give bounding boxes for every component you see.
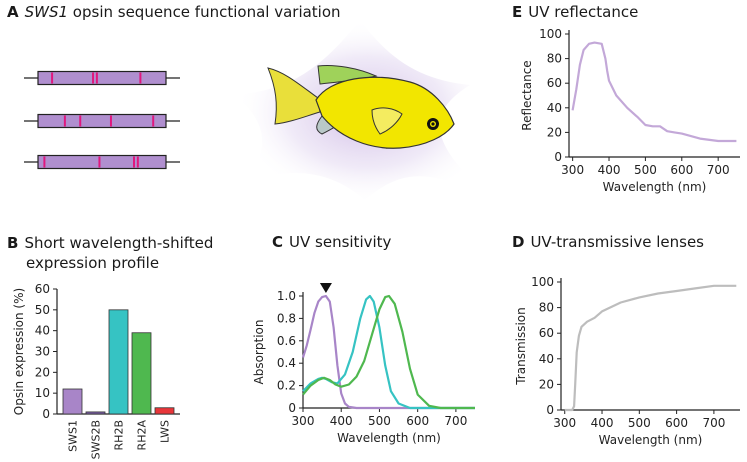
b-bar-sws2b — [85, 411, 106, 415]
c-ytick-label-0.2: 0.2 — [277, 379, 296, 393]
fish-tail — [267, 67, 321, 125]
seq-1-bar — [37, 70, 167, 86]
panel-b-title-line1: Short wavelength-shifted — [24, 234, 214, 252]
e-ytick-label-80: 80 — [547, 52, 562, 66]
b-xtick-label-sws2b: SWS2B — [90, 420, 103, 459]
b-ytick-label-60: 60 — [35, 282, 50, 296]
b-ytick-label-30: 30 — [35, 345, 50, 359]
panel-a-letter: A — [7, 3, 19, 21]
b-ytick-label-20: 20 — [35, 365, 50, 379]
c-peak-marker — [319, 283, 332, 293]
chart-c-absorption: 0 0.2 0.4 0.6 0.8 1.0 300 400 500 600 700Wavelengt… — [252, 283, 475, 445]
panel-d-title: D UV-transmissive lenses — [512, 233, 704, 251]
b-ytick-label-40: 40 — [35, 324, 50, 338]
panel-e-title: E UV reflectance — [512, 3, 638, 21]
c-ylabel: Absorption — [252, 320, 266, 385]
d-xtick-label-300: 300 — [553, 416, 576, 430]
c-xtick-label-400: 400 — [330, 414, 353, 428]
c-ytick-label-0.4: 0.4 — [277, 356, 296, 370]
d-ytick-label-80: 80 — [539, 301, 554, 315]
e-series-fish — [571, 41, 737, 143]
b-bar-sws1 — [62, 388, 83, 415]
c-series-sws1 — [301, 294, 475, 410]
panel-c-title-text: UV sensitivity — [289, 233, 392, 251]
seq-2-bar — [37, 113, 167, 129]
d-xtick-label-700: 700 — [702, 416, 725, 430]
d-xlabel: Wavelength (nm) — [599, 433, 703, 447]
d-ytick-label-40: 40 — [539, 352, 554, 366]
e-ytick-label-0: 0 — [554, 150, 562, 164]
b-xtick-label-lws: LWS — [159, 420, 172, 443]
panel-c-title: C UV sensitivity — [272, 233, 391, 251]
seq-3-bar — [37, 154, 167, 170]
fish-dorsal-fin — [317, 65, 378, 85]
d-xtick-label-500: 500 — [628, 416, 651, 430]
d-ytick-label-0: 0 — [546, 403, 554, 417]
panel-b-title: B Short wavelength-shifted expression pro… — [7, 233, 213, 273]
d-xtick-label-400: 400 — [591, 416, 614, 430]
c-series-rh2b — [302, 294, 475, 410]
e-xtick-label-500: 500 — [634, 163, 657, 177]
c-ytick-label-1: 1.0 — [277, 289, 296, 303]
e-ytick-label-100: 100 — [539, 27, 562, 41]
c-series-rh2a — [302, 294, 475, 410]
e-ytick-label-40: 40 — [547, 101, 562, 115]
panel-a-title-gene: SWS1 — [24, 3, 69, 21]
b-ytick-label-10: 10 — [35, 386, 50, 400]
d-ylabel: Transmission — [514, 307, 528, 386]
e-ytick-label-20: 20 — [547, 125, 562, 139]
e-xtick-label-300: 300 — [561, 163, 584, 177]
panel-d-title-text: UV-transmissive lenses — [530, 233, 705, 251]
panel-e-letter: E — [512, 3, 523, 21]
panel-c-letter: C — [272, 233, 284, 251]
b-bar-rh2b — [108, 309, 129, 415]
e-ylabel: Reflectance — [520, 60, 534, 130]
fish-pupil — [431, 122, 435, 126]
panel-b-title-line2: expression profile — [26, 254, 160, 272]
panel-b-letter: B — [7, 234, 19, 252]
d-series-lens — [564, 284, 737, 412]
b-xtick-label-rh2a: RH2A — [136, 420, 149, 451]
panel-d-letter: D — [512, 233, 525, 251]
c-xlabel: Wavelength (nm) — [337, 431, 441, 445]
e-xtick-label-400: 400 — [598, 163, 621, 177]
b-ytick-label-50: 50 — [35, 303, 50, 317]
d-xtick-label-600: 600 — [665, 416, 688, 430]
fish-illustration — [235, 20, 500, 205]
d-ytick-label-20: 20 — [539, 377, 554, 391]
e-xlabel: Wavelength (nm) — [603, 180, 707, 194]
chart-b-expression: 0 10 20 30 40 50 60 Opsin expression (%) SWS1 SWS… — [12, 282, 180, 459]
c-xtick-label-500: 500 — [368, 414, 391, 428]
c-ytick-label-0.8: 0.8 — [277, 311, 296, 325]
b-xtick-label-sws1: SWS1 — [67, 420, 80, 452]
fish-pectoral-fin — [371, 107, 403, 135]
d-ytick-label-60: 60 — [539, 326, 554, 340]
chart-d-transmission: 0 20 40 60 80 100 300 400 500 600 700 Wavelength (n… — [514, 275, 740, 447]
b-bar-lws — [154, 407, 175, 415]
c-ytick-label-0.6: 0.6 — [277, 334, 296, 348]
c-xtick-label-600: 600 — [406, 414, 429, 428]
e-xtick-label-700: 700 — [707, 163, 730, 177]
c-ytick-label-0: 0 — [288, 401, 296, 415]
b-bar-rh2a — [131, 332, 152, 415]
b-xtick-label-rh2b: RH2B — [113, 420, 126, 450]
b-ylabel: Opsin expression (%) — [12, 288, 26, 415]
c-xtick-label-300: 300 — [292, 414, 315, 428]
c-xtick-label-700: 700 — [444, 414, 467, 428]
panel-a-title: A SWS1 opsin sequence functional variatio… — [7, 3, 341, 21]
b-ytick-label-0: 0 — [42, 407, 50, 421]
e-ytick-label-60: 60 — [547, 76, 562, 90]
d-ytick-label-100: 100 — [531, 275, 554, 289]
panel-a-title-text: opsin sequence functional variation — [68, 3, 341, 21]
e-xtick-label-600: 600 — [670, 163, 693, 177]
panel-e-title-text: UV reflectance — [528, 3, 639, 21]
opsin-sequences — [24, 70, 180, 170]
